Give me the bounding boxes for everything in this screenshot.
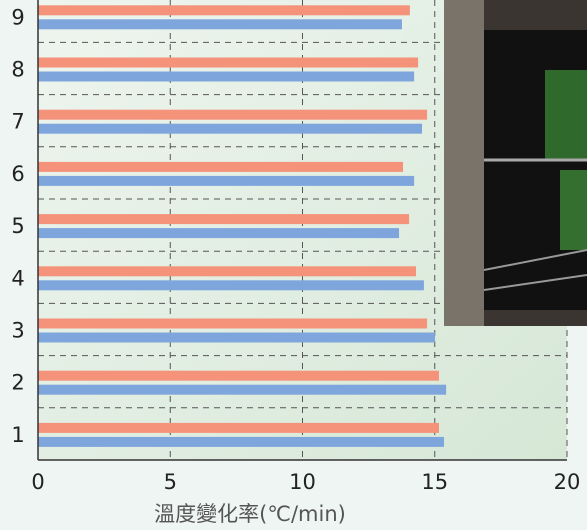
bar (38, 228, 400, 239)
bar (38, 422, 439, 433)
x-axis-label: 溫度變化率(℃/min) (154, 502, 346, 526)
y-tick-label: 1 (11, 423, 24, 447)
bar (38, 109, 428, 120)
bar (38, 19, 402, 30)
bar (38, 384, 447, 395)
bar (38, 214, 410, 225)
bar (38, 161, 404, 172)
photo-inset (444, 0, 587, 326)
x-tick-label: 5 (164, 470, 177, 494)
bar (38, 318, 428, 329)
x-tick-label: 15 (421, 470, 448, 494)
y-tick-label: 8 (11, 58, 24, 82)
x-tick-label: 0 (31, 470, 44, 494)
bar (38, 71, 415, 82)
y-tick-label: 7 (11, 110, 24, 134)
y-tick-label: 2 (11, 371, 24, 395)
bar (38, 175, 415, 186)
bar (38, 332, 436, 343)
y-tick-label: 5 (11, 214, 24, 238)
bar (38, 123, 423, 134)
y-tick-label: 4 (11, 266, 24, 290)
x-tick-label: 10 (289, 470, 316, 494)
bar (38, 5, 410, 16)
bar (38, 57, 419, 68)
bar (38, 266, 416, 277)
y-tick-label: 3 (11, 319, 24, 343)
y-tick-label: 6 (11, 162, 24, 186)
bar (38, 436, 445, 447)
y-tick-label: 9 (11, 5, 24, 29)
bar (38, 280, 424, 291)
x-tick-label: 20 (554, 470, 581, 494)
bar (38, 370, 439, 381)
